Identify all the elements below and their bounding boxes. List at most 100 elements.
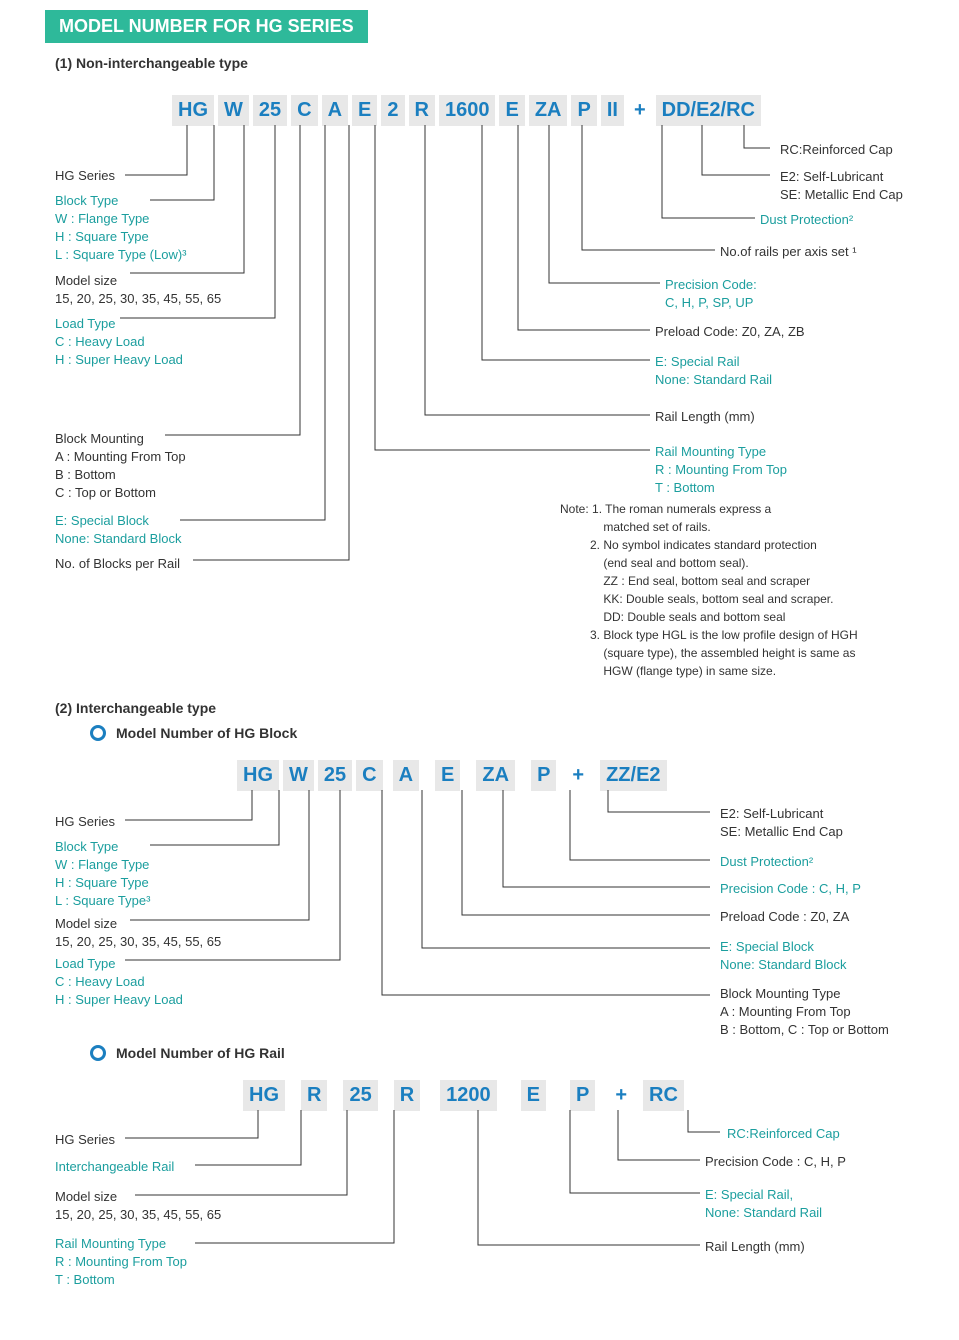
seg: DD/E2/RC — [656, 95, 761, 126]
lbl: HG Series — [55, 167, 115, 186]
lbl: 15, 20, 25, 30, 35, 45, 55, 65 — [55, 933, 221, 952]
seg: P — [571, 95, 596, 126]
seg: C — [291, 95, 317, 126]
seg: P — [531, 760, 556, 791]
seg: E — [352, 95, 377, 126]
model-row-1: HG W 25 C A E 2 R 1600 E ZA P II + DD/E2… — [170, 95, 763, 126]
seg: HG — [243, 1080, 285, 1111]
lbl: H : Square Type — [55, 874, 149, 893]
seg: 25 — [318, 760, 352, 791]
lbl: L : Square Type (Low)³ — [55, 246, 187, 265]
seg: ZA — [529, 95, 568, 126]
lbl: Block Mounting Type — [720, 985, 840, 1004]
lbl: B : Bottom, C : Top or Bottom — [720, 1021, 889, 1040]
seg: 2 — [381, 95, 404, 126]
lbl: R : Mounting From Top — [55, 1253, 187, 1272]
lbl: T : Bottom — [655, 479, 715, 498]
lbl: W : Flange Type — [55, 856, 149, 875]
lbl: HG Series — [55, 1131, 115, 1150]
seg: R — [409, 95, 435, 126]
lbl: T : Bottom — [55, 1271, 115, 1290]
lbl: HG Series — [55, 813, 115, 832]
seg: HG — [172, 95, 214, 126]
lbl: Rail Length (mm) — [655, 408, 755, 427]
lbl: E2: Self-Lubricant — [780, 168, 883, 187]
lbl: W : Flange Type — [55, 210, 149, 229]
seg: 25 — [253, 95, 287, 126]
lbl: No. of Blocks per Rail — [55, 555, 180, 574]
model-row-2a: HG W 25 C A E ZA P + ZZ/E2 — [235, 760, 675, 791]
lbl: Preload Code: Z0, ZA, ZB — [655, 323, 805, 342]
lbl: H : Super Heavy Load — [55, 351, 183, 370]
lbl: C : Top or Bottom — [55, 484, 156, 503]
section1-heading: (1) Non-interchangeable type — [55, 55, 959, 71]
lbl: E: Special Rail — [655, 353, 740, 372]
lbl: Load Type — [55, 955, 115, 974]
lbl: Precision Code : C, H, P — [705, 1153, 846, 1172]
lbl: R : Mounting From Top — [655, 461, 787, 480]
lbl: C : Heavy Load — [55, 333, 145, 352]
seg: R — [301, 1080, 327, 1111]
lbl: Interchangeable Rail — [55, 1158, 174, 1177]
sub-a: Model Number of HG Block — [90, 725, 297, 741]
lbl: Block Mounting — [55, 430, 144, 449]
lbl: Precision Code : C, H, P — [720, 880, 861, 899]
seg: + — [566, 760, 590, 791]
seg: A — [393, 760, 419, 791]
seg: II — [601, 95, 624, 126]
lbl: No.of rails per axis set ¹ — [720, 243, 857, 262]
seg: E — [435, 760, 460, 791]
lbl: E: Special Block — [720, 938, 814, 957]
seg: ZZ/E2 — [600, 760, 666, 791]
seg: 1200 — [440, 1080, 497, 1111]
lbl: Load Type — [55, 315, 115, 334]
lbl: Block Type — [55, 192, 118, 211]
lbl: Rail Mounting Type — [55, 1235, 166, 1254]
seg: P — [570, 1080, 595, 1111]
lbl: C, H, P, SP, UP — [665, 294, 753, 313]
lbl: Dust Protection² — [760, 211, 853, 230]
lbl: A : Mounting From Top — [55, 448, 186, 467]
lbl: Preload Code : Z0, ZA — [720, 908, 849, 927]
lbl: Model size — [55, 1188, 117, 1207]
lbl: Block Type — [55, 838, 118, 857]
lbl: Precision Code: — [665, 276, 757, 295]
sub-b: Model Number of HG Rail — [90, 1045, 285, 1061]
section2-heading: (2) Interchangeable type — [55, 700, 216, 716]
lbl: Rail Mounting Type — [655, 443, 766, 462]
seg: ZA — [476, 760, 515, 791]
lbl: 15, 20, 25, 30, 35, 45, 55, 65 — [55, 1206, 221, 1225]
lbl: SE: Metallic End Cap — [780, 186, 903, 205]
seg: + — [609, 1080, 633, 1111]
seg: RC — [643, 1080, 684, 1111]
seg: C — [356, 760, 382, 791]
lbl: None: Standard Rail — [705, 1204, 822, 1223]
lbl: A : Mounting From Top — [720, 1003, 851, 1022]
lbl: Model size — [55, 915, 117, 934]
note-block: Note: 1. The roman numerals express a ma… — [560, 500, 858, 680]
lbl: None: Standard Rail — [655, 371, 772, 390]
seg: A — [322, 95, 348, 126]
lbl: None: Standard Block — [55, 530, 181, 549]
lbl: E: Special Rail, — [705, 1186, 793, 1205]
seg: R — [394, 1080, 420, 1111]
seg: 1600 — [439, 95, 496, 126]
seg: E — [499, 95, 524, 126]
seg: E — [521, 1080, 546, 1111]
lbl: 15, 20, 25, 30, 35, 45, 55, 65 — [55, 290, 221, 309]
lbl: RC:Reinforced Cap — [780, 141, 893, 160]
lbl: Dust Protection² — [720, 853, 813, 872]
lbl: E: Special Block — [55, 512, 149, 531]
diagram-root: MODEL NUMBER FOR HG SERIES (1) Non-inter… — [0, 0, 959, 1333]
seg: W — [218, 95, 249, 126]
lbl: SE: Metallic End Cap — [720, 823, 843, 842]
seg: + — [628, 95, 652, 126]
lbl: H : Square Type — [55, 228, 149, 247]
lbl: None: Standard Block — [720, 956, 846, 975]
seg: 25 — [343, 1080, 377, 1111]
lbl: Model size — [55, 272, 117, 291]
seg: W — [283, 760, 314, 791]
lbl: H : Super Heavy Load — [55, 991, 183, 1010]
lbl: B : Bottom — [55, 466, 116, 485]
lbl: C : Heavy Load — [55, 973, 145, 992]
